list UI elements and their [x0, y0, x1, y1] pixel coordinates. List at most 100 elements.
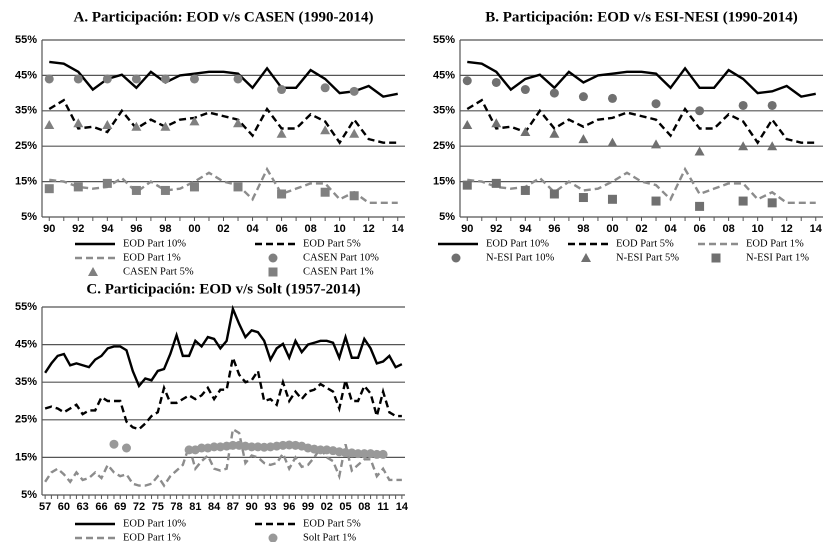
x-tick-label: 06: [275, 223, 287, 235]
marker: [581, 253, 591, 262]
marker: [695, 201, 705, 211]
marker: [651, 196, 661, 206]
marker: [549, 189, 559, 199]
marker: [651, 139, 662, 149]
x-tick-label: 92: [72, 223, 84, 235]
marker: [44, 119, 55, 129]
x-tick-label: 98: [577, 223, 589, 235]
marker: [184, 445, 194, 455]
marker: [520, 127, 531, 137]
marker: [607, 194, 617, 204]
x-tick-label: 08: [358, 501, 370, 513]
legend-label: N-ESI Part 5%: [616, 252, 679, 263]
y-tick-label: 55%: [433, 34, 455, 46]
series-line: [44, 427, 402, 488]
y-tick-label: 5%: [21, 489, 37, 501]
legend-label: EOD Part 10%: [123, 518, 186, 529]
marker: [131, 121, 142, 131]
marker: [767, 141, 778, 151]
x-tick-label: 02: [217, 223, 229, 235]
marker: [651, 99, 661, 109]
marker: [73, 182, 83, 192]
x-tick-label: 14: [396, 501, 409, 513]
legend-label: EOD Part 1%: [123, 532, 181, 542]
chart-title: A. Participación: EOD v/s CASEN (1990-20…: [74, 9, 374, 25]
y-tick-label: 15%: [15, 176, 37, 188]
y-tick-label: 35%: [15, 376, 37, 388]
x-tick-label: 00: [188, 223, 200, 235]
legend-label: N-ESI Part 1%: [746, 252, 809, 263]
marker: [578, 193, 588, 203]
marker: [189, 182, 199, 192]
marker: [520, 85, 530, 95]
marker: [44, 74, 54, 84]
y-tick-label: 55%: [15, 301, 37, 313]
x-tick-label: 66: [95, 501, 107, 513]
x-tick-label: 57: [39, 501, 51, 513]
x-tick-label: 90: [43, 223, 55, 235]
series-line: [49, 60, 398, 98]
legend-label: EOD Part 1%: [123, 252, 181, 263]
x-tick-label: 94: [101, 223, 114, 235]
marker: [349, 191, 359, 201]
chart-title: B. Participación: EOD v/s ESI-NESI (1990…: [485, 9, 798, 25]
marker: [88, 267, 98, 276]
x-tick-label: 96: [130, 223, 142, 235]
marker: [359, 449, 369, 459]
x-tick-label: 87: [227, 501, 239, 513]
x-tick-label: 08: [722, 223, 734, 235]
series-line: [466, 98, 816, 145]
marker: [109, 439, 119, 449]
marker: [353, 449, 363, 459]
marker: [578, 92, 588, 102]
x-tick-label: 08: [304, 223, 316, 235]
marker: [694, 146, 705, 156]
x-tick-label: 90: [246, 501, 258, 513]
y-tick-label: 5%: [21, 211, 37, 223]
legend-label: CASEN Part 10%: [303, 252, 379, 263]
series-line: [467, 60, 816, 98]
marker: [121, 443, 131, 453]
marker: [131, 185, 141, 195]
marker: [549, 88, 559, 98]
x-tick-label: 14: [392, 223, 405, 235]
legend-label: EOD Part 5%: [616, 238, 674, 249]
marker: [549, 128, 560, 138]
marker: [268, 267, 278, 277]
marker: [349, 128, 360, 138]
x-tick-label: 10: [334, 223, 346, 235]
marker: [738, 100, 748, 110]
x-tick-label: 00: [606, 223, 618, 235]
marker: [189, 116, 200, 126]
x-tick-label: 12: [781, 223, 793, 235]
x-tick-label: 94: [519, 223, 532, 235]
marker: [209, 442, 219, 452]
x-tick-label: 04: [246, 223, 259, 235]
x-tick-label: 81: [189, 501, 201, 513]
marker: [268, 253, 278, 263]
y-tick-label: 45%: [433, 69, 455, 81]
marker: [247, 442, 257, 452]
x-tick-label: 90: [461, 223, 473, 235]
y-tick-label: 15%: [433, 176, 455, 188]
marker: [73, 118, 84, 128]
x-tick-label: 63: [77, 501, 89, 513]
marker: [233, 182, 243, 192]
chart-title: C. Participación: EOD v/s Solt (1957-201…: [86, 281, 360, 297]
x-tick-label: 04: [664, 223, 677, 235]
x-tick-label: 78: [170, 501, 182, 513]
marker: [462, 180, 472, 190]
legend-label: EOD Part 5%: [303, 238, 361, 249]
y-tick-label: 25%: [15, 414, 37, 426]
marker: [520, 185, 530, 195]
marker: [607, 137, 618, 147]
marker: [491, 77, 501, 87]
marker: [160, 185, 170, 195]
x-tick-label: 98: [159, 223, 171, 235]
marker: [462, 76, 472, 86]
marker: [767, 198, 777, 208]
x-tick-label: 12: [363, 223, 375, 235]
marker: [228, 440, 238, 450]
legend-label: EOD Part 10%: [486, 238, 549, 249]
